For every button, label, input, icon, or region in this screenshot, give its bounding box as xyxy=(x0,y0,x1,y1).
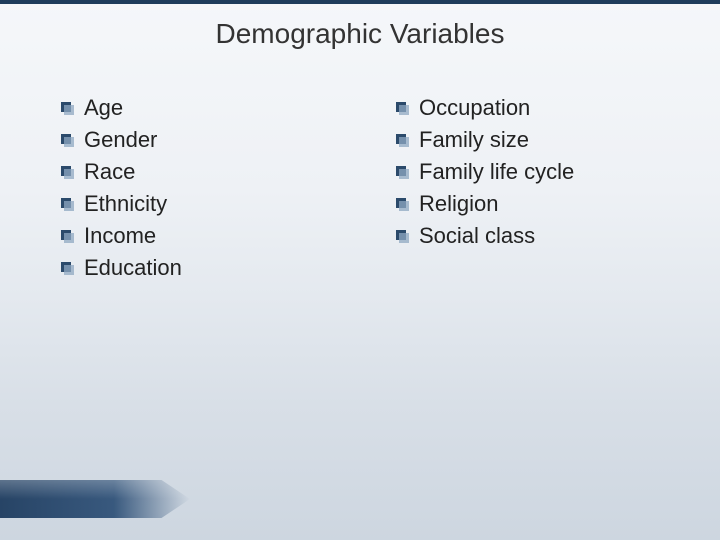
bullet-icon xyxy=(395,229,409,243)
item-label: Family life cycle xyxy=(419,159,574,185)
footer-accent-shape xyxy=(0,480,190,518)
bullet-icon xyxy=(60,133,74,147)
bullet-icon xyxy=(395,165,409,179)
content-area: Age Gender Race Ethnicity xyxy=(60,95,680,287)
item-label: Social class xyxy=(419,223,535,249)
list-item: Occupation xyxy=(395,95,680,121)
page-title: Demographic Variables xyxy=(0,18,720,50)
list-item: Age xyxy=(60,95,345,121)
bullet-icon xyxy=(60,197,74,211)
list-item: Family size xyxy=(395,127,680,153)
item-label: Family size xyxy=(419,127,529,153)
list-item: Family life cycle xyxy=(395,159,680,185)
bullet-icon xyxy=(60,229,74,243)
bullet-icon xyxy=(60,165,74,179)
title-container: Demographic Variables xyxy=(0,18,720,50)
bullet-icon xyxy=(60,101,74,115)
item-label: Gender xyxy=(84,127,157,153)
item-label: Religion xyxy=(419,191,499,217)
top-accent-strip xyxy=(0,0,720,4)
list-item: Social class xyxy=(395,223,680,249)
bullet-icon xyxy=(395,101,409,115)
right-list: Occupation Family size Family life cycle… xyxy=(395,95,680,249)
item-label: Income xyxy=(84,223,156,249)
item-label: Ethnicity xyxy=(84,191,167,217)
bullet-icon xyxy=(60,261,74,275)
item-label: Occupation xyxy=(419,95,530,121)
item-label: Education xyxy=(84,255,182,281)
list-item: Education xyxy=(60,255,345,281)
list-item: Religion xyxy=(395,191,680,217)
list-item: Race xyxy=(60,159,345,185)
bullet-icon xyxy=(395,197,409,211)
list-item: Gender xyxy=(60,127,345,153)
right-column: Occupation Family size Family life cycle… xyxy=(395,95,680,287)
list-item: Income xyxy=(60,223,345,249)
item-label: Age xyxy=(84,95,123,121)
bullet-icon xyxy=(395,133,409,147)
left-list: Age Gender Race Ethnicity xyxy=(60,95,345,281)
left-column: Age Gender Race Ethnicity xyxy=(60,95,345,287)
list-item: Ethnicity xyxy=(60,191,345,217)
item-label: Race xyxy=(84,159,135,185)
